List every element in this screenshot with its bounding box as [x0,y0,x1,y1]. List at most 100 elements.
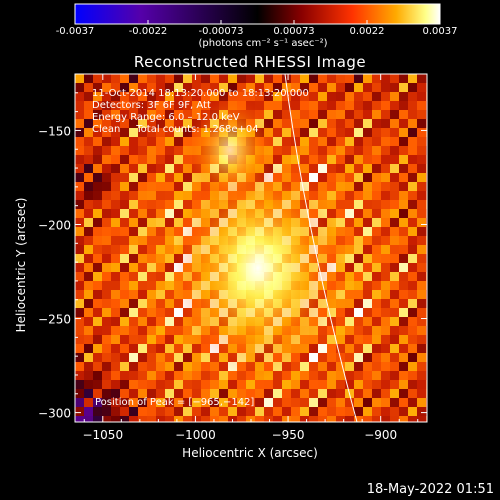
heatmap-cell [372,335,381,344]
heatmap-cell [273,416,282,422]
heatmap-cell [156,92,165,101]
heatmap-cell [156,407,165,416]
heatmap-cell [147,227,156,236]
heatmap-cell [282,407,291,416]
heatmap-cell [399,164,408,173]
heatmap-cell [246,380,255,389]
heatmap-cell [165,398,174,407]
heatmap-cell [345,110,354,119]
heatmap-cell [174,407,183,416]
heatmap-cell [75,137,84,146]
heatmap-cell [93,137,102,146]
heatmap-cell [129,236,138,245]
heatmap-cell [372,83,381,92]
heatmap-cell [138,182,147,191]
heatmap-cell [399,299,408,308]
heatmap-cell [327,353,336,362]
heatmap-cell [399,272,408,281]
heatmap-cell [102,326,111,335]
heatmap-cell [327,137,336,146]
heatmap-cell [228,371,237,380]
heatmap-cell [84,173,93,182]
heatmap-cell [381,92,390,101]
heatmap-cell [84,119,93,128]
heatmap-cell [372,299,381,308]
heatmap-cell [381,218,390,227]
heatmap-cell [228,389,237,398]
heatmap-cell [345,83,354,92]
heatmap-cell [390,416,399,422]
heatmap-cell [147,182,156,191]
heatmap-cell [354,173,363,182]
heatmap-cell [399,137,408,146]
heatmap-cell [372,128,381,137]
heatmap-cell [201,398,210,407]
heatmap-cell [192,362,201,371]
heatmap-cell [372,218,381,227]
heatmap-cell [399,128,408,137]
heatmap-cell [399,353,408,362]
heatmap-cell [354,299,363,308]
heatmap-cell [318,182,327,191]
heatmap-cell [381,110,390,119]
heatmap-cell [174,146,183,155]
heatmap-cell [345,92,354,101]
heatmap-cell [84,227,93,236]
heatmap-cell [417,317,426,326]
heatmap-cell [138,380,147,389]
heatmap-cell [156,164,165,173]
heatmap-cell [192,389,201,398]
heatmap-cell [372,227,381,236]
heatmap-cell [147,155,156,164]
colorbar-tick-label: -0.0022 [128,26,168,37]
heatmap-cell [372,416,381,422]
heatmap-cell [156,128,165,137]
heatmap-cell [336,182,345,191]
heatmap-cell [138,290,147,299]
heatmap-cell [354,317,363,326]
heatmap-cell [93,218,102,227]
heatmap-cell [363,200,372,209]
heatmap-cell [354,110,363,119]
heatmap-cell [111,308,120,317]
heatmap-cell [138,200,147,209]
heatmap-cell [174,371,183,380]
heatmap-cell [408,236,417,245]
heatmap-cell [84,164,93,173]
heatmap-cell [138,308,147,317]
heatmap-cell [102,209,111,218]
heatmap-cell [363,110,372,119]
heatmap-cell [363,164,372,173]
heatmap-cell [84,254,93,263]
heatmap-cell [336,209,345,218]
heatmap-cell [156,353,165,362]
heatmap-cell [417,173,426,182]
heatmap-cell [165,218,174,227]
heatmap-cell [156,218,165,227]
heatmap-cell [336,110,345,119]
heatmap-cell [165,191,174,200]
heatmap-cell [129,344,138,353]
heatmap-cell [120,326,129,335]
heatmap-cell [345,173,354,182]
heatmap-cell [381,407,390,416]
heatmap-cell [147,380,156,389]
heatmap-cell [264,407,273,416]
heatmap-cell [354,362,363,371]
heatmap-cell [120,191,129,200]
heatmap-cell [93,92,102,101]
heatmap-cell [84,209,93,218]
heatmap-cell [156,182,165,191]
heatmap-cell [336,155,345,164]
heatmap-cell [363,146,372,155]
heatmap-cell [84,290,93,299]
heatmap-cell [390,128,399,137]
heatmap-cell [102,182,111,191]
heatmap-cell [120,362,129,371]
heatmap-cell [165,128,174,137]
heatmap-cell [93,407,102,416]
heatmap-cell [183,326,192,335]
heatmap-cell [345,200,354,209]
heatmap-cell [300,128,309,137]
